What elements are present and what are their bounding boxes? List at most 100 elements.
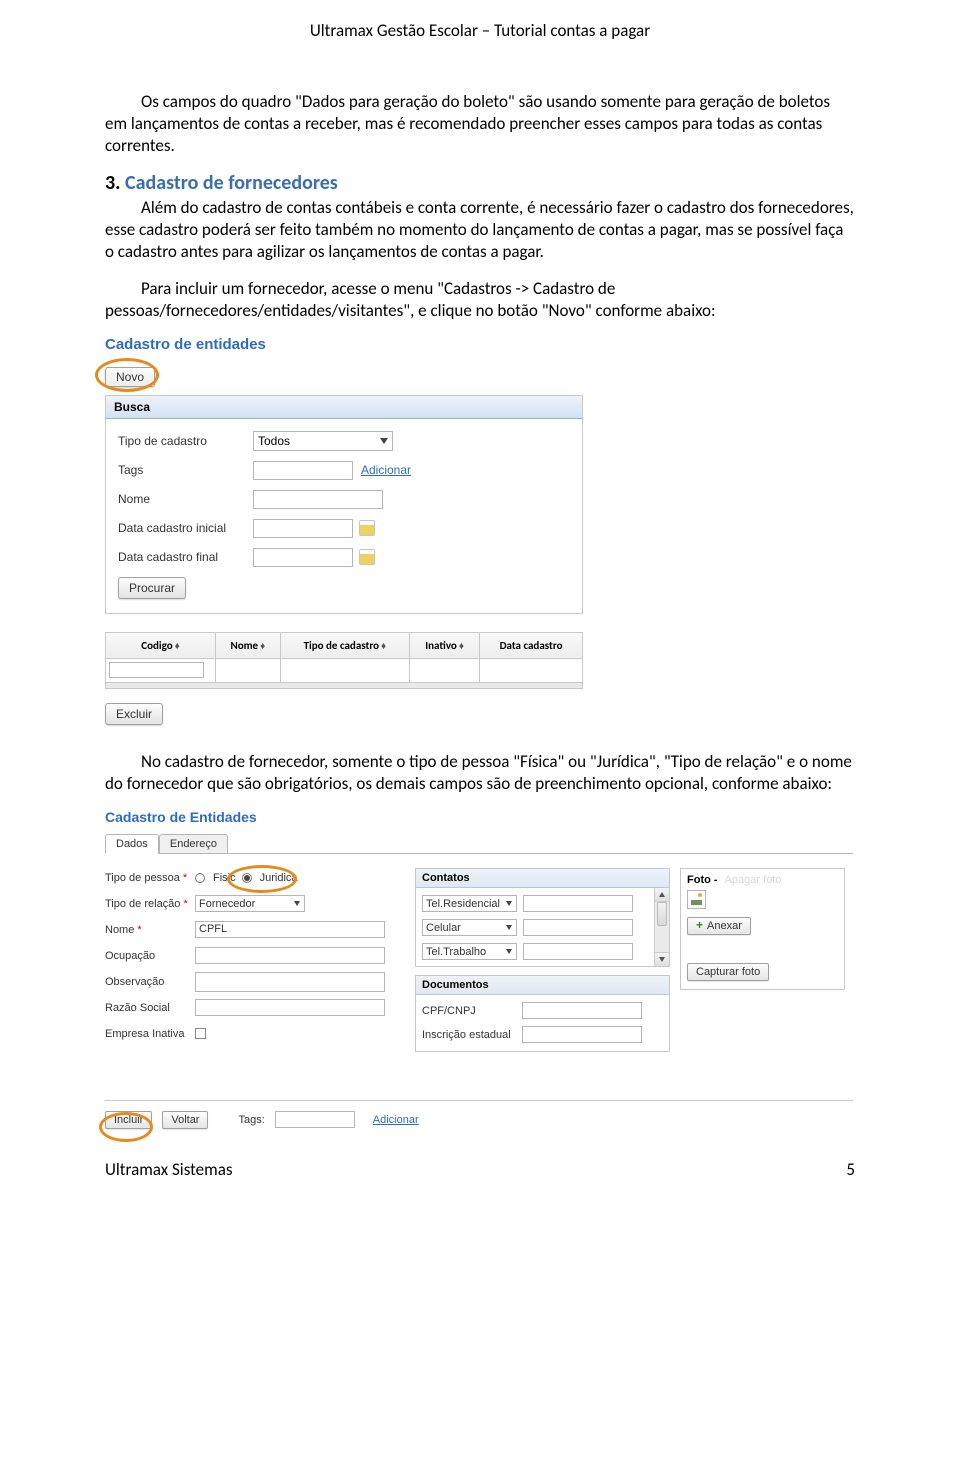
- select-celular[interactable]: Celular: [422, 919, 517, 936]
- calendar-icon[interactable]: [359, 520, 375, 536]
- label-tipo-pessoa-text: Tipo de pessoa: [105, 872, 180, 884]
- busca-panel-title: Busca: [106, 396, 582, 419]
- select-tipo-relacao-value: Fornecedor: [199, 898, 255, 910]
- label-empresa-inativa: Empresa Inativa: [105, 1028, 195, 1040]
- input-data-final[interactable]: [253, 548, 353, 567]
- required-mark: *: [137, 924, 141, 936]
- input-observacao[interactable]: [195, 972, 385, 992]
- select-celular-value: Celular: [426, 922, 461, 934]
- input-data-inicial[interactable]: [253, 519, 353, 538]
- scrollbar-vertical[interactable]: [654, 888, 669, 966]
- sort-icon: ♦: [260, 639, 265, 652]
- label-nome: Nome: [118, 492, 253, 506]
- apagar-foto-link[interactable]: Apagar foto: [725, 874, 782, 886]
- section-title: Cadastro de fornecedores: [125, 171, 338, 195]
- label-tipo-pessoa: Tipo de pessoa *: [105, 872, 195, 884]
- label-tipo-relacao-text: Tipo de relação: [105, 898, 180, 910]
- input-celular[interactable]: [523, 919, 633, 936]
- input-tags[interactable]: [253, 461, 353, 480]
- incluir-button[interactable]: Incluir: [105, 1111, 152, 1129]
- input-razao-social[interactable]: [195, 999, 385, 1016]
- filter-codigo[interactable]: [109, 662, 204, 678]
- tab-dados[interactable]: Dados: [105, 834, 159, 854]
- plus-icon: +: [696, 920, 703, 931]
- radio-juridica[interactable]: [242, 873, 252, 883]
- label-nome: Nome *: [105, 924, 195, 936]
- radio-fisica[interactable]: [195, 873, 205, 883]
- procurar-button[interactable]: Procurar: [118, 577, 186, 599]
- input-nome[interactable]: CPFL: [195, 921, 385, 938]
- chevron-down-icon: [506, 949, 512, 954]
- contatos-panel-title: Contatos: [416, 869, 669, 888]
- input-tel-trabalho[interactable]: [523, 943, 633, 960]
- screenshot-cadastro-entidades-form: Cadastro de Entidades Dados Endereço Tip…: [105, 809, 853, 1129]
- chevron-down-icon: [506, 925, 512, 930]
- select-tel-trabalho[interactable]: Tel.Trabalho: [422, 943, 517, 960]
- radio-fisica-label: Fisic: [213, 872, 236, 884]
- input-nome[interactable]: [253, 490, 383, 509]
- anexar-button-label: Anexar: [707, 920, 742, 932]
- label-tipo-relacao: Tipo de relação *: [105, 898, 195, 910]
- table-row: [106, 658, 583, 682]
- col-inativo[interactable]: Inativo♦: [410, 632, 480, 658]
- scroll-thumb[interactable]: [657, 902, 667, 926]
- checkbox-empresa-inativa[interactable]: [195, 1028, 206, 1039]
- voltar-button[interactable]: Voltar: [162, 1111, 208, 1129]
- doc-header: Ultramax Gestão Escolar – Tutorial conta…: [105, 20, 855, 41]
- input-inscricao-estadual[interactable]: [522, 1026, 642, 1043]
- col-codigo[interactable]: Codigo♦: [106, 632, 216, 658]
- label-tags: Tags:: [238, 1114, 264, 1126]
- select-tipo-cadastro[interactable]: Todos: [253, 431, 393, 451]
- adicionar-link[interactable]: Adicionar: [373, 1114, 419, 1126]
- label-tags: Tags: [118, 463, 253, 477]
- col-data[interactable]: Data cadastro: [480, 632, 583, 658]
- screenshot-cadastro-entidades: Cadastro de entidades Novo Busca Tipo de…: [105, 336, 583, 725]
- select-tel-residencial[interactable]: Tel.Residencial: [422, 895, 517, 912]
- adicionar-link[interactable]: Adicionar: [361, 463, 411, 477]
- anexar-button[interactable]: + Anexar: [687, 917, 751, 935]
- required-mark: *: [183, 872, 187, 884]
- chevron-down-icon: [506, 901, 512, 906]
- label-inscricao-estadual: Inscrição estadual: [422, 1029, 522, 1041]
- col-nome[interactable]: Nome♦: [216, 632, 281, 658]
- footer-left: Ultramax Sistemas: [105, 1159, 233, 1180]
- select-tipo-relacao[interactable]: Fornecedor: [195, 895, 305, 912]
- paragraph-1: Os campos do quadro "Dados para geração …: [105, 91, 855, 157]
- input-tags[interactable]: [275, 1111, 355, 1128]
- paragraph-4-text: No cadastro de fornecedor, somente o tip…: [105, 751, 852, 794]
- form-column-middle: Contatos Tel.Residencial Celular: [415, 868, 670, 1060]
- select-tel-residencial-value: Tel.Residencial: [426, 898, 500, 910]
- paragraph-3: Para incluir um fornecedor, acesse o men…: [105, 278, 855, 322]
- contatos-panel: Contatos Tel.Residencial Celular: [415, 868, 670, 967]
- screenshot-title: Cadastro de entidades: [105, 336, 583, 353]
- capturar-foto-button[interactable]: Capturar foto: [687, 963, 769, 981]
- scroll-up-icon[interactable]: [655, 888, 669, 902]
- input-ocupacao[interactable]: [195, 947, 385, 964]
- select-tel-trabalho-value: Tel.Trabalho: [426, 946, 486, 958]
- col-inativo-label: Inativo: [425, 639, 457, 652]
- paragraph-3-text: Para incluir um fornecedor, acesse o men…: [105, 278, 716, 321]
- documentos-panel: Documentos CPF/CNPJ Inscrição estadual: [415, 975, 670, 1052]
- form-column-right: Foto - Apagar foto + Anexar Capturar fot…: [680, 868, 845, 1060]
- scroll-down-icon[interactable]: [655, 952, 669, 966]
- foto-title-text: Foto -: [687, 874, 718, 886]
- col-codigo-label: Codigo: [141, 639, 172, 652]
- excluir-button[interactable]: Excluir: [105, 703, 163, 725]
- paragraph-2: Além do cadastro de contas contábeis e c…: [105, 197, 855, 263]
- tab-endereco[interactable]: Endereço: [159, 834, 228, 853]
- form-column-left: Tipo de pessoa * Fisic Juridica Tipo de …: [105, 868, 405, 1060]
- input-cpf-cnpj[interactable]: [522, 1002, 642, 1019]
- foto-thumbnail-icon: [687, 890, 706, 909]
- novo-button[interactable]: Novo: [105, 367, 155, 387]
- input-tel-residencial[interactable]: [523, 895, 633, 912]
- paragraph-1-text: Os campos do quadro "Dados para geração …: [105, 91, 830, 156]
- calendar-icon[interactable]: [359, 549, 375, 565]
- col-tipo[interactable]: Tipo de cadastro♦: [280, 632, 409, 658]
- section-heading: 3. Cadastro de fornecedores: [105, 171, 855, 195]
- label-ocupacao: Ocupação: [105, 950, 195, 962]
- chevron-down-icon: [380, 438, 388, 444]
- table-footer-bar: [105, 683, 583, 689]
- bottom-bar: Incluir Voltar Tags: Adicionar: [105, 1100, 853, 1129]
- col-tipo-label: Tipo de cadastro: [304, 639, 379, 652]
- sort-icon: ♦: [175, 639, 180, 652]
